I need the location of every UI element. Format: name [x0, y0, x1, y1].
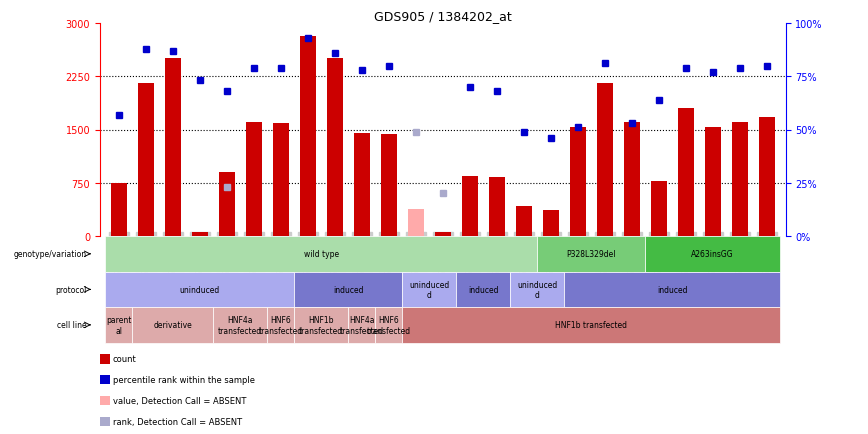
Bar — [219, 173, 235, 237]
Text: induced: induced — [657, 285, 687, 294]
Text: cell line: cell line — [57, 321, 87, 330]
Text: count: count — [113, 355, 136, 363]
Bar — [457, 272, 510, 307]
Bar — [100, 375, 110, 385]
Text: genotype/variation: genotype/variation — [14, 250, 87, 259]
Bar — [273, 124, 289, 237]
Text: uninduced
d: uninduced d — [409, 280, 450, 299]
Bar — [537, 237, 645, 272]
Bar — [105, 272, 294, 307]
Bar — [596, 84, 613, 237]
Text: derivative: derivative — [154, 321, 192, 330]
Text: parent
al: parent al — [106, 316, 131, 335]
Bar — [402, 307, 780, 343]
Bar — [650, 182, 667, 237]
Bar — [110, 183, 127, 237]
Text: HNF4a
transfected: HNF4a transfected — [218, 316, 262, 335]
Bar — [489, 178, 505, 237]
Text: wild type: wild type — [304, 250, 339, 259]
Bar — [380, 135, 397, 237]
Text: rank, Detection Call = ABSENT: rank, Detection Call = ABSENT — [113, 417, 242, 426]
Bar — [732, 123, 747, 237]
Bar — [564, 272, 780, 307]
Bar — [294, 272, 402, 307]
Bar — [246, 123, 262, 237]
Bar — [267, 307, 294, 343]
Bar — [623, 123, 640, 237]
Bar — [462, 176, 477, 237]
Text: uninduced
d: uninduced d — [517, 280, 557, 299]
Text: value, Detection Call = ABSENT: value, Detection Call = ABSENT — [113, 396, 247, 405]
Bar — [105, 237, 537, 272]
Text: A263insGG: A263insGG — [691, 250, 734, 259]
Text: induced: induced — [468, 285, 498, 294]
Bar — [138, 84, 154, 237]
Text: induced: induced — [333, 285, 364, 294]
Bar — [165, 59, 181, 237]
Text: HNF1b
transfected: HNF1b transfected — [299, 316, 343, 335]
Bar — [542, 210, 559, 237]
Bar — [402, 272, 457, 307]
Text: uninduced: uninduced — [180, 285, 220, 294]
Bar — [759, 118, 775, 237]
Bar — [353, 134, 370, 237]
Bar — [299, 36, 316, 237]
Bar — [326, 59, 343, 237]
Bar — [705, 128, 720, 237]
Bar — [510, 272, 564, 307]
Bar — [435, 232, 450, 237]
Bar — [569, 128, 586, 237]
Text: protocol: protocol — [56, 285, 87, 294]
Bar — [645, 237, 780, 272]
Bar — [105, 307, 132, 343]
Text: HNF6
transfected: HNF6 transfected — [259, 316, 303, 335]
Bar — [132, 307, 214, 343]
Text: P328L329del: P328L329del — [567, 250, 616, 259]
Text: HNF4a
transfected: HNF4a transfected — [339, 316, 384, 335]
Bar — [192, 232, 207, 237]
Bar — [678, 109, 694, 237]
Text: HNF1b transfected: HNF1b transfected — [556, 321, 628, 330]
Bar — [375, 307, 402, 343]
Bar — [214, 307, 267, 343]
Title: GDS905 / 1384202_at: GDS905 / 1384202_at — [374, 10, 511, 23]
Bar — [100, 396, 110, 405]
Bar — [100, 354, 110, 364]
Bar — [294, 307, 348, 343]
Bar — [348, 307, 375, 343]
Bar — [100, 417, 110, 426]
Bar — [408, 210, 424, 237]
Text: percentile rank within the sample: percentile rank within the sample — [113, 375, 255, 384]
Bar — [516, 206, 532, 237]
Text: HNF6
transfected: HNF6 transfected — [366, 316, 411, 335]
